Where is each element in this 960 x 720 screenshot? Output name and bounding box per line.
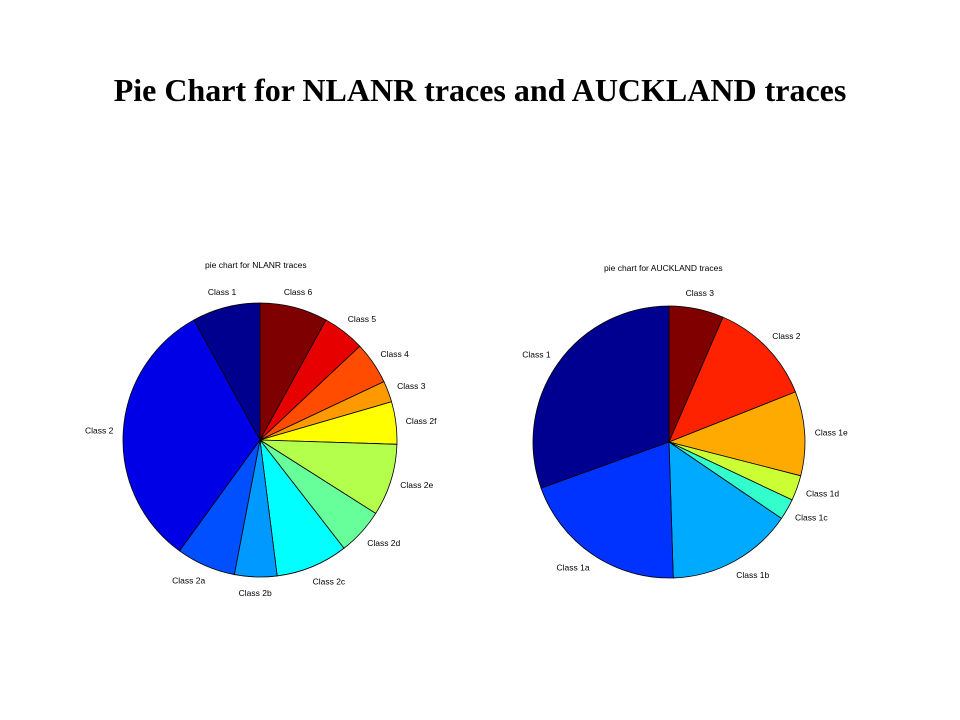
pie-slice-label: Class 1e xyxy=(815,428,848,438)
pie-slice-label: Class 2e xyxy=(400,480,433,490)
pie-slice-label: Class 2 xyxy=(85,425,114,435)
pie-slice-label: Class 2 xyxy=(772,331,801,341)
pie-slice xyxy=(532,305,670,489)
pie-chart-title: pie chart for NLANR traces xyxy=(205,260,307,270)
pie-slice xyxy=(540,441,674,579)
pie-slice xyxy=(193,302,261,441)
pie-slice-label: Class 2a xyxy=(172,575,205,585)
pie-slice-label: Class 1 xyxy=(208,287,237,297)
pie-slice-label: Class 1a xyxy=(557,563,590,573)
pie-chart-2: pie chart for AUCKLAND traces Class 3 Clas… xyxy=(522,263,848,580)
pie-slice xyxy=(668,316,796,443)
pie-chart-1: pie chart for NLANR traces Class 6 Class 5… xyxy=(85,260,437,598)
pie-slice xyxy=(668,441,783,579)
pie-slice-label: Class 2d xyxy=(367,538,400,548)
pie-chart-title: pie chart for AUCKLAND traces xyxy=(604,263,723,273)
pie-slice-label: Class 1d xyxy=(806,489,839,499)
pie-slice-label: Class 4 xyxy=(381,349,410,359)
pie-slice-label: Class 1c xyxy=(795,512,828,522)
pie-slice-label: Class 3 xyxy=(397,381,426,391)
page-title: Pie Chart for NLANR traces and AUCKLAND … xyxy=(113,72,847,108)
pie-slice-label: Class 3 xyxy=(686,288,715,298)
pie-slice-label: Class 2b xyxy=(239,588,272,598)
pie-slice-label: Class 5 xyxy=(348,314,377,324)
pie-slice-label: Class 2c xyxy=(313,576,346,586)
pie-slice xyxy=(667,391,806,477)
pie-slice-label: Class 6 xyxy=(284,287,313,297)
pie-slice-label: Class 1b xyxy=(736,570,769,580)
pie-slice-label: Class 2f xyxy=(406,416,437,426)
pie-slice-label: Class 1 xyxy=(522,350,551,360)
pie-slice xyxy=(122,319,261,552)
